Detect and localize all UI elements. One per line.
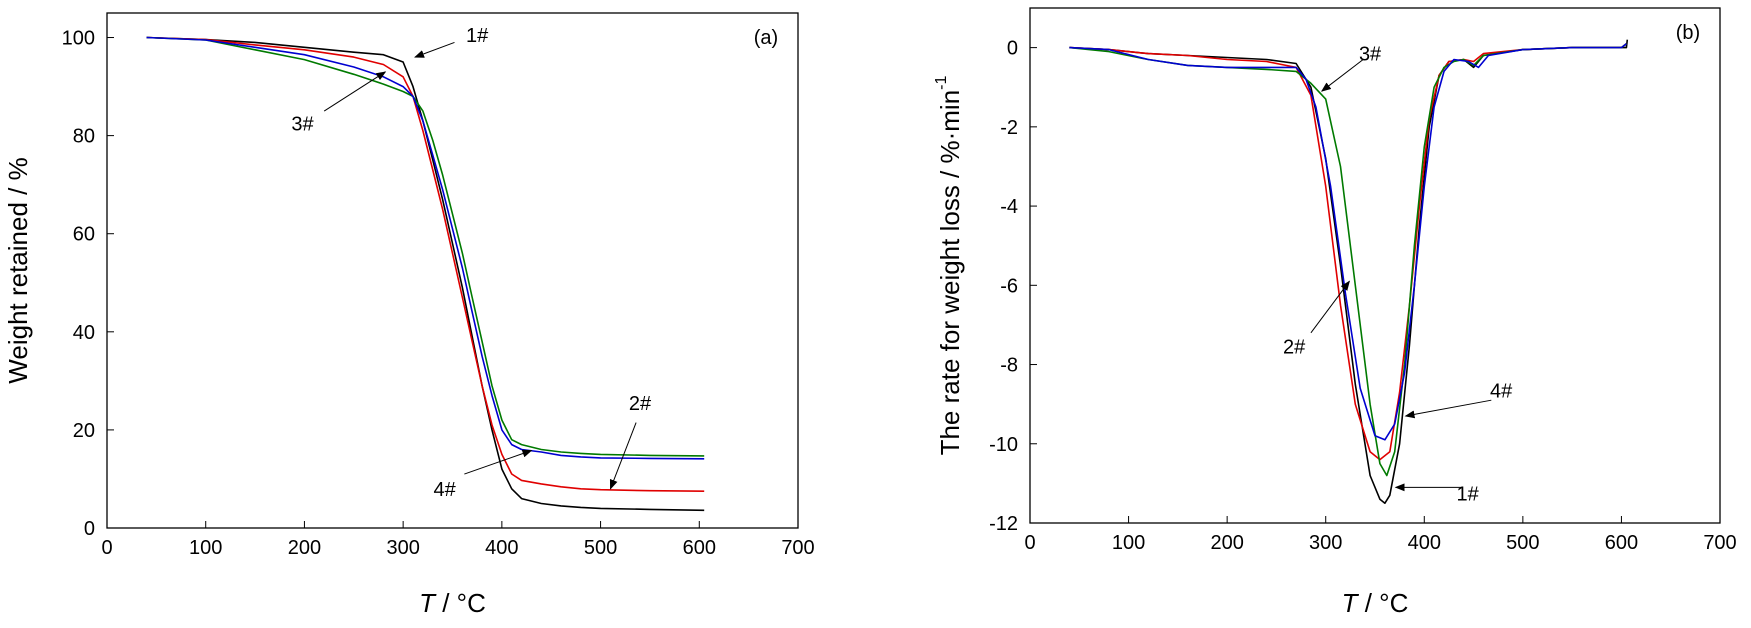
y-tick-label: 0 xyxy=(84,518,95,540)
x-tick-label: 300 xyxy=(1309,532,1342,554)
x-tick-label: 100 xyxy=(1112,532,1145,554)
series-line-3 xyxy=(146,36,705,457)
x-axis-variable: T xyxy=(419,588,437,618)
y-axis-unit-superscript: -1 xyxy=(933,76,950,90)
series-annotation-label: 4# xyxy=(433,479,456,501)
x-tick-label: 0 xyxy=(1024,532,1035,554)
panel-label: (a) xyxy=(754,27,778,49)
y-tick-label: 0 xyxy=(1007,38,1018,60)
series-annotation-label: 2# xyxy=(1283,337,1306,359)
x-axis-title: T / °C xyxy=(419,588,486,618)
y-tick-label: -4 xyxy=(1000,196,1018,218)
x-axis-unit: / °C xyxy=(435,588,486,618)
x-tick-label: 200 xyxy=(1210,532,1243,554)
x-tick-label: 100 xyxy=(189,537,222,559)
y-tick-label: -8 xyxy=(1000,355,1018,377)
y-axis-label: The rate for weight loss / %·min xyxy=(935,90,965,456)
annotation-arrow xyxy=(609,422,637,490)
x-axis-unit: / °C xyxy=(1358,588,1409,618)
y-tick-label: 60 xyxy=(73,224,95,246)
x-tick-label: 700 xyxy=(781,537,814,559)
annotation-arrow xyxy=(464,449,533,475)
series-line-4 xyxy=(146,36,705,460)
annotation-arrow xyxy=(1320,59,1364,92)
series-annotation-label: 4# xyxy=(1490,380,1513,402)
y-tick-label: -6 xyxy=(1000,275,1018,297)
y-tick-label: -2 xyxy=(1000,117,1018,139)
series-annotation-label: 2# xyxy=(629,393,652,415)
x-tick-label: 600 xyxy=(1605,532,1638,554)
y-tick-label: 20 xyxy=(73,420,95,442)
x-axis-variable: T xyxy=(1342,588,1360,618)
plot-frame xyxy=(106,12,799,529)
annotation-arrow xyxy=(1404,399,1492,419)
x-tick-label: 400 xyxy=(485,537,518,559)
series-line-2 xyxy=(146,36,705,492)
panel-b-chart: 0 100 200 300 400 500 600 700 -12 -10 -8 -6 -4 -2 0 3# 2… xyxy=(933,7,1737,618)
x-tick-label: 0 xyxy=(101,537,112,559)
x-tick-label: 200 xyxy=(288,537,321,559)
y-tick-label: 80 xyxy=(73,126,95,148)
y-axis-title: Weight retained / % xyxy=(3,157,33,383)
plot-frame xyxy=(1029,7,1721,524)
series-annotation-label: 1# xyxy=(1457,483,1480,505)
y-tick-label: 100 xyxy=(62,28,95,50)
series-annotation-label: 3# xyxy=(1359,44,1382,66)
x-tick-label: 600 xyxy=(683,537,716,559)
y-axis-label: Weight retained / % xyxy=(3,157,33,383)
annotation-arrow xyxy=(1310,280,1350,334)
y-tick-label: -10 xyxy=(989,434,1018,456)
y-tick-label: 40 xyxy=(73,322,95,344)
x-tick-label: 500 xyxy=(584,537,617,559)
x-tick-label: 500 xyxy=(1506,532,1539,554)
series-line-2 xyxy=(1069,43,1627,461)
series-line-4 xyxy=(1069,43,1627,441)
x-tick-label: 400 xyxy=(1408,532,1441,554)
annotation-arrow xyxy=(323,71,387,112)
annotation-arrow xyxy=(414,41,455,58)
series-line-1 xyxy=(146,36,705,512)
x-tick-label: 300 xyxy=(386,537,419,559)
series-line-3 xyxy=(1069,43,1627,477)
x-tick-label: 700 xyxy=(1703,532,1736,554)
series-annotation-label: 3# xyxy=(291,113,314,135)
series-annotation-label: 1# xyxy=(466,25,489,47)
series-line-1 xyxy=(1069,39,1629,505)
panel-a-chart: 0 100 200 300 400 500 600 700 0 20 40 60 80 100 1# 3# 2#… xyxy=(3,12,815,618)
panel-label: (b) xyxy=(1676,22,1700,44)
x-axis-title: T / °C xyxy=(1342,588,1409,618)
y-axis-title: The rate for weight loss / %·min-1 xyxy=(933,76,965,456)
y-tick-label: -12 xyxy=(989,513,1018,535)
